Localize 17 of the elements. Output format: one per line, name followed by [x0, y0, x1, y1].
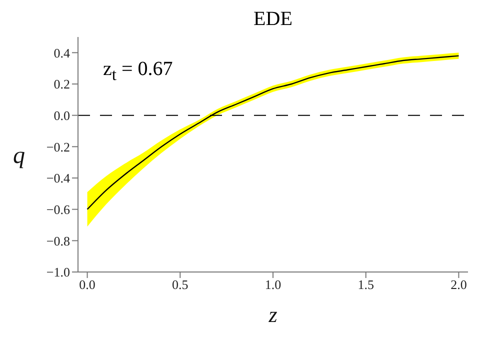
x-tick-label: 2.0 [450, 277, 467, 292]
y-tick-label: 0.4 [54, 45, 70, 60]
annotation: z$_{t}$ = 0.67 [103, 58, 173, 85]
y-tick-label: 0.2 [54, 76, 70, 92]
y-tick-label: −0.4 [46, 170, 70, 186]
x-tick-label: 0.5 [172, 277, 188, 292]
y-tick-label: −1.0 [46, 264, 70, 280]
y-tick-label: −0.2 [46, 139, 70, 154]
x-tick-label: 0.0 [79, 277, 96, 292]
x-tick-label: 1.0 [264, 277, 282, 292]
y-tick-label: 0.0 [54, 108, 70, 123]
y-axis-title: q [13, 143, 25, 170]
x-axis-title: z [268, 302, 278, 327]
y-tick-label: −0.8 [46, 233, 70, 248]
y-tick-label: −0.6 [46, 202, 70, 217]
x-tick-label: 1.5 [358, 277, 374, 292]
chart-title: EDE [252, 8, 294, 32]
